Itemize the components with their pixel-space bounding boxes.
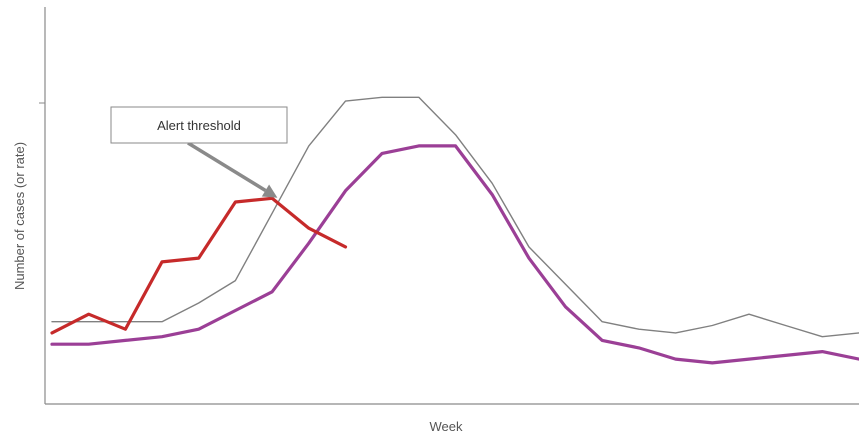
x-axis-label: Week (430, 419, 463, 434)
alert-threshold-annotation: Alert threshold (110, 106, 288, 198)
series-layer (50, 96, 859, 365)
annotation-arrowhead (261, 184, 278, 198)
annotation-arrow (187, 141, 267, 192)
axes (39, 7, 859, 405)
annotation-box (110, 106, 288, 144)
series-line-observed (50, 196, 348, 335)
series-line-baseline (50, 144, 859, 365)
series-line-alert (51, 96, 859, 338)
annotation-label: Alert threshold (157, 118, 241, 133)
y-axis-label: Number of cases (or rate) (12, 142, 27, 290)
